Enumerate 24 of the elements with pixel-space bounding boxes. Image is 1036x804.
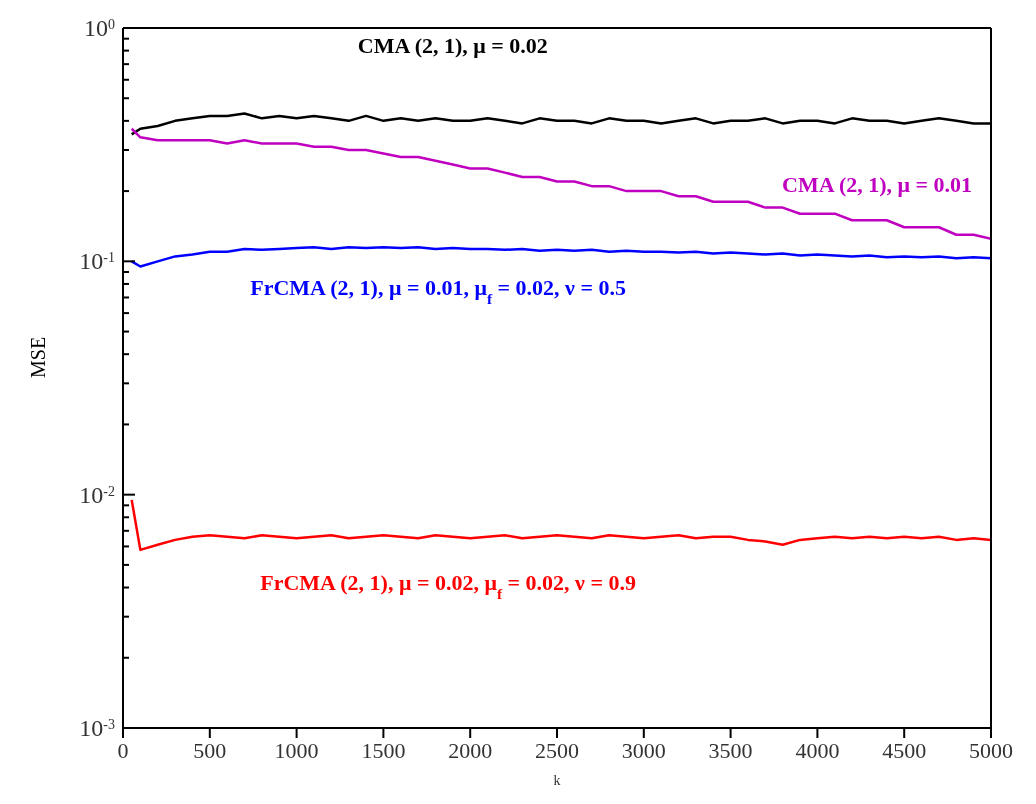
x-tick-label: 2000 bbox=[448, 737, 493, 763]
x-tick-label: 1500 bbox=[361, 737, 406, 763]
x-tick-label: 5000 bbox=[969, 737, 1013, 763]
x-tick-label: 1000 bbox=[274, 737, 319, 763]
series-label: FrCMA (2, 1), μ = 0.02, μ$_{f}$ = 0.02, ν = 0.9 bbox=[260, 570, 636, 602]
x-tick-label: 3500 bbox=[708, 737, 753, 763]
x-tick-label: 500 bbox=[193, 737, 227, 763]
series-label: FrCMA (2, 1), μ = 0.01, μ$_{f}$ = 0.02, ν = 0.5 bbox=[250, 275, 626, 307]
x-tick-label: 4000 bbox=[795, 737, 840, 763]
x-tick-label: 3000 bbox=[621, 737, 666, 763]
y-tick-label: 10$^{-2}$ bbox=[79, 481, 115, 508]
line-series bbox=[130, 245, 991, 268]
text: CMA (2, 1), μ = 0.02 bbox=[357, 32, 548, 58]
y-tick-label: 10$^{-1}$ bbox=[79, 248, 115, 275]
series-label: CMA (2, 1), μ = 0.01 bbox=[782, 172, 973, 198]
x-tick-label: 4500 bbox=[882, 737, 927, 763]
x-tick-label: 0 bbox=[117, 737, 129, 763]
y-tick-label: 10$^{-3}$ bbox=[79, 715, 115, 741]
line-series bbox=[130, 498, 991, 552]
y-tick-label: 10$^{0}$ bbox=[84, 15, 115, 41]
line-series bbox=[130, 127, 991, 240]
y-axis-title: MSE bbox=[27, 336, 50, 378]
x-axis-title: k bbox=[553, 773, 561, 788]
x-tick-label: 2500 bbox=[535, 737, 579, 763]
